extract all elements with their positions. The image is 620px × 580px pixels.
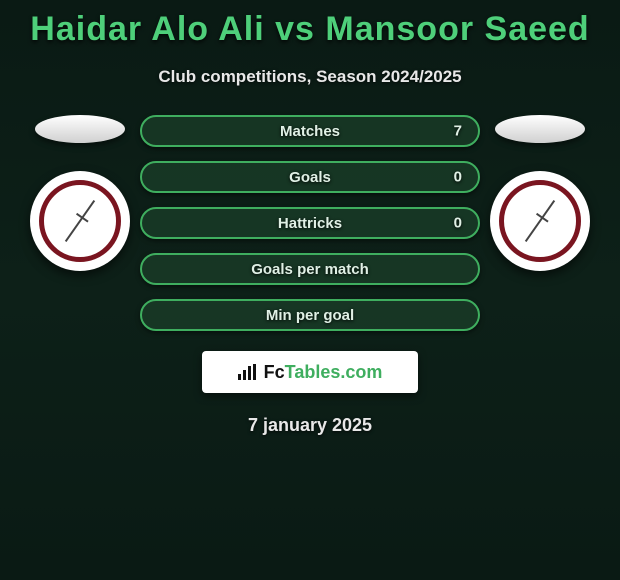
stat-bar-value-right: 0 (454, 169, 462, 186)
player-right-photo-placeholder (495, 115, 585, 143)
player-left-photo-placeholder (35, 115, 125, 143)
stat-bar-label: Min per goal (266, 307, 354, 324)
stat-bar-label: Hattricks (278, 215, 342, 232)
brand-text-right: Tables.com (285, 362, 383, 382)
stat-bar-goals: Goals 0 (140, 161, 480, 193)
stat-bar-matches: Matches 7 (140, 115, 480, 147)
player-left-club-badge (30, 171, 130, 271)
player-right-column (480, 115, 600, 271)
club-badge-ring (39, 180, 121, 262)
club-badge-sword-icon (525, 200, 555, 242)
player-right-club-badge (490, 171, 590, 271)
club-badge-ring (499, 180, 581, 262)
bar-chart-icon (238, 364, 258, 380)
brand-text: FcTables.com (264, 362, 383, 383)
snapshot-date: 7 january 2025 (0, 415, 620, 436)
stat-bar-value-right: 7 (454, 123, 462, 140)
stat-bar-value-right: 0 (454, 215, 462, 232)
stat-bar-label: Goals per match (251, 261, 369, 278)
comparison-subtitle: Club competitions, Season 2024/2025 (0, 67, 620, 87)
brand-watermark: FcTables.com (202, 351, 418, 393)
stat-bars: Matches 7 Goals 0 Hattricks 0 Goals per … (140, 115, 480, 331)
stat-bar-hattricks: Hattricks 0 (140, 207, 480, 239)
comparison-main: Matches 7 Goals 0 Hattricks 0 Goals per … (0, 115, 620, 331)
brand-text-left: Fc (264, 362, 285, 382)
stat-bar-label: Matches (280, 123, 340, 140)
club-badge-sword-icon (65, 200, 95, 242)
comparison-title: Haidar Alo Ali vs Mansoor Saeed (0, 0, 620, 49)
player-left-column (20, 115, 140, 271)
stat-bar-goals-per-match: Goals per match (140, 253, 480, 285)
stat-bar-label: Goals (289, 169, 331, 186)
stat-bar-min-per-goal: Min per goal (140, 299, 480, 331)
